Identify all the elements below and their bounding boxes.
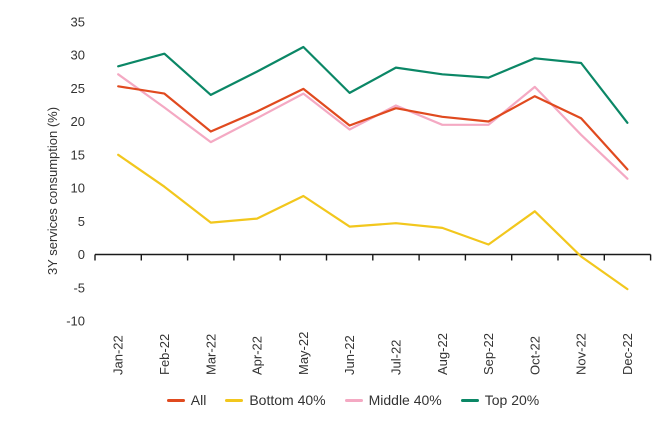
legend-label: Middle 40%	[368, 392, 442, 408]
y-tick-label: 25	[71, 81, 85, 96]
y-tick-label: 10	[71, 181, 85, 196]
x-tick-label: Sep-22	[481, 333, 496, 375]
x-tick-label: Nov-22	[574, 333, 589, 375]
x-tick-label: Jun-22	[342, 335, 357, 375]
x-tick-label: Aug-22	[435, 333, 450, 375]
chart-legend: All Bottom 40% Middle 40% Top 20%	[0, 389, 664, 411]
x-tick-label: Feb-22	[157, 334, 172, 375]
y-tick-label: 15	[71, 147, 85, 162]
x-tick-label: May-22	[296, 332, 311, 375]
x-tick-label: Apr-22	[250, 336, 265, 375]
y-tick-label: 0	[78, 247, 85, 262]
y-tick-label: 35	[71, 14, 85, 29]
legend-label: Top 20%	[484, 392, 540, 408]
legend-swatch-icon	[460, 398, 479, 402]
legend-label: Bottom 40%	[249, 392, 326, 408]
x-tick-label: Jan-22	[111, 335, 126, 375]
series-line-bottom-40	[117, 153, 629, 291]
y-axis-title: 3Y services consumption (%)	[45, 107, 60, 275]
series-line-all	[117, 85, 629, 171]
x-tick-label: Dec-22	[620, 333, 635, 375]
x-tick-label: Mar-22	[203, 334, 218, 375]
x-tick-label: Oct-22	[527, 336, 542, 375]
legend-swatch-icon	[225, 398, 244, 402]
series-line-top-20	[117, 45, 629, 124]
series-line-middle-40	[117, 73, 629, 180]
legend-item: Middle 40%	[344, 392, 442, 408]
y-tick-label: -10	[66, 314, 85, 329]
y-tick-label: 5	[78, 214, 85, 229]
legend-item: All	[166, 392, 207, 408]
legend-label: All	[190, 392, 207, 408]
y-tick-label: -5	[73, 280, 85, 295]
legend-swatch-icon	[344, 398, 363, 402]
x-tick-label: Jul-22	[388, 340, 403, 375]
legend-item: Bottom 40%	[225, 392, 326, 408]
y-tick-label: 20	[71, 114, 85, 129]
legend-swatch-icon	[166, 398, 185, 402]
legend-item: Top 20%	[460, 392, 540, 408]
y-tick-label: 30	[71, 48, 85, 63]
